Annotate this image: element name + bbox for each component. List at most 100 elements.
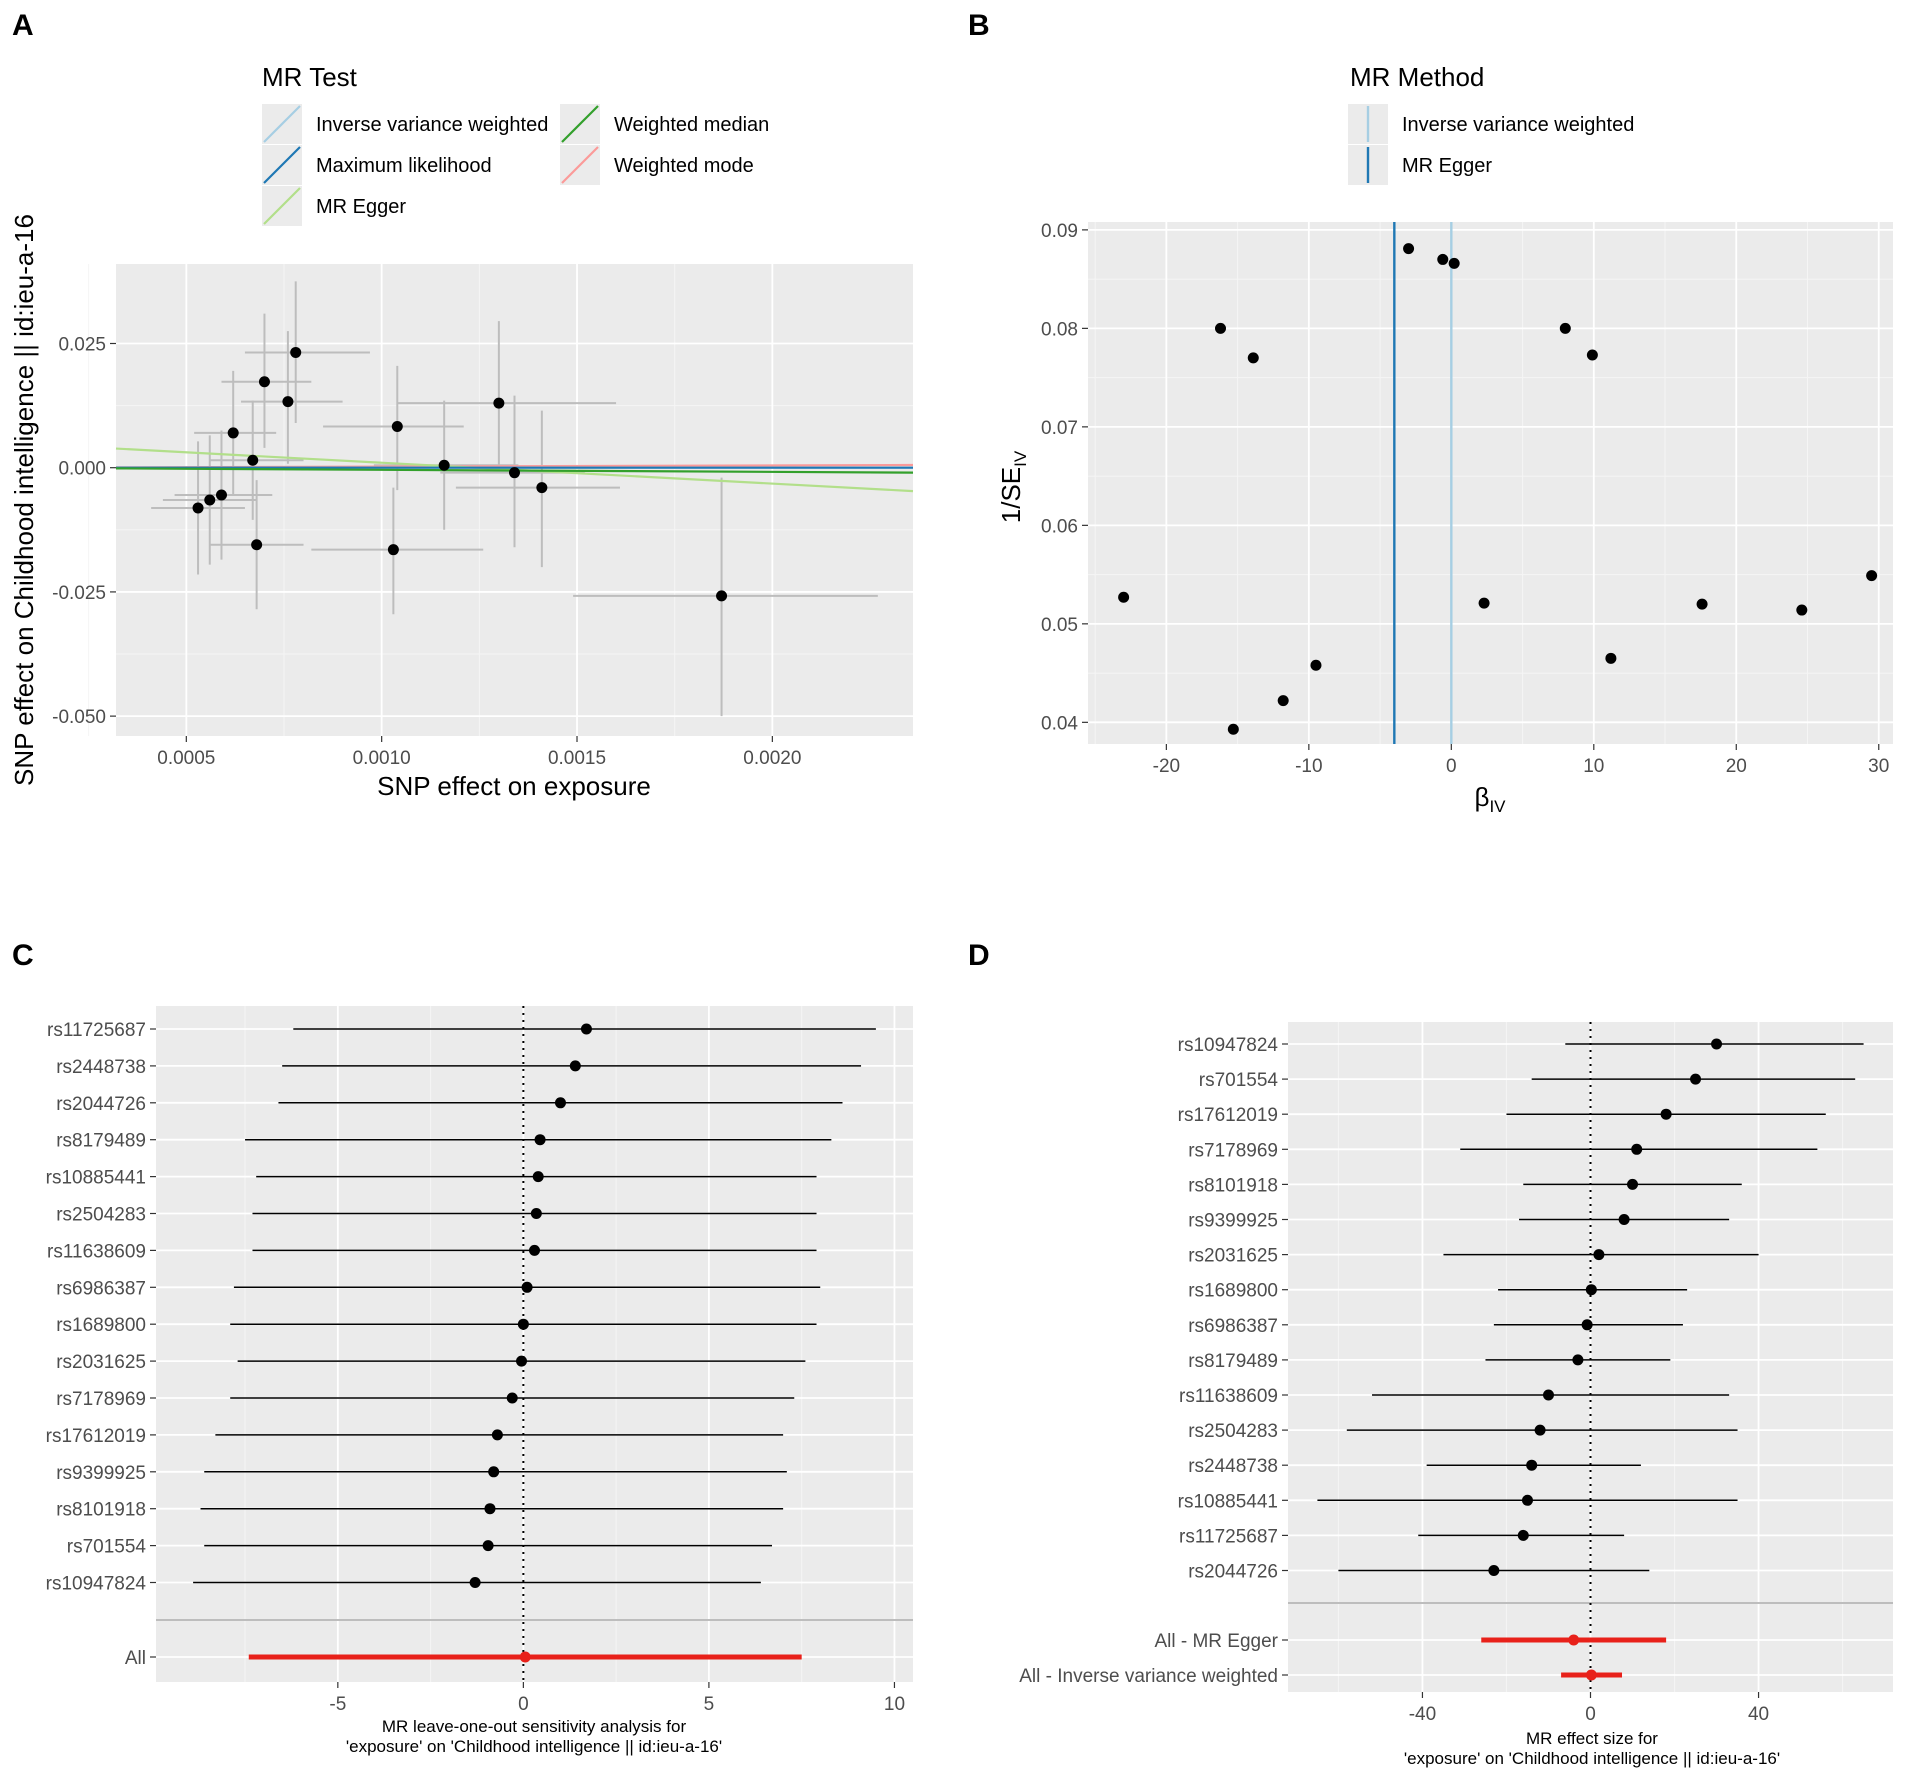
b-data-point xyxy=(1118,591,1130,603)
a-data-point xyxy=(493,397,505,409)
d-row-label: rs9399925 xyxy=(1188,1211,1278,1232)
a-data-point xyxy=(258,376,270,388)
a-y-tick-label: 0.025 xyxy=(58,334,106,355)
c-estimate-point xyxy=(532,1171,544,1183)
panel-c-plot-bg xyxy=(156,1006,913,1682)
a-legend-key-line xyxy=(263,187,301,225)
d-estimate-point xyxy=(1618,1214,1630,1225)
panel-a-x-axis-label: SNP effect on exposure xyxy=(377,771,651,801)
panel-c: C -5 0 5 10 rs11725687 rs2448738 rs2044726 rs81… xyxy=(12,939,913,1756)
a-data-point xyxy=(509,467,520,479)
a-legend-key-line xyxy=(561,146,599,184)
c-estimate-point xyxy=(469,1577,481,1588)
panel-c-forest-rows xyxy=(193,1023,876,1663)
panel-a-legend-title: MR Test xyxy=(262,62,358,92)
c-row-label: rs2031625 xyxy=(56,1352,146,1373)
c-estimate-point xyxy=(580,1023,592,1035)
d-estimate-point xyxy=(1660,1108,1672,1120)
a-y-tick-label: 0.000 xyxy=(58,459,106,480)
c-row-label: rs2504283 xyxy=(56,1205,146,1226)
d-estimate-point xyxy=(1627,1178,1639,1190)
d-estimate-point xyxy=(1521,1494,1533,1506)
a-legend-label: Maximum likelihood xyxy=(316,155,492,177)
a-y-tick-label: -0.025 xyxy=(52,583,106,604)
c-row-label: rs1689800 xyxy=(56,1315,146,1336)
d-row-label: rs10947824 xyxy=(1178,1035,1279,1056)
panel-b-y-axis-label-sub: IV xyxy=(1011,450,1030,467)
d-row-label: rs11638609 xyxy=(1179,1386,1278,1407)
b-data-point xyxy=(1696,598,1708,610)
panel-b-letter: B xyxy=(968,9,990,42)
d-estimate-point xyxy=(1631,1143,1643,1155)
d-row-label: rs6986387 xyxy=(1188,1316,1278,1337)
b-data-point xyxy=(1559,322,1571,334)
c-row-label: rs6986387 xyxy=(56,1278,146,1299)
panel-d-ticks: -40 0 40 rs10947824 rs701554 rs17612019 rs7178… xyxy=(1019,1035,1769,1725)
panel-a-y-axis-label: SNP effect on Childhood intelligence || … xyxy=(9,214,39,786)
b-x-tick-label: 30 xyxy=(1868,756,1889,777)
b-legend-label: MR Egger xyxy=(1402,155,1492,177)
panel-d-forest-rows xyxy=(1317,1038,1864,1681)
a-data-point xyxy=(251,539,263,551)
panel-b-y-axis-label: 1/SEIV xyxy=(996,450,1030,523)
a-data-point xyxy=(536,482,548,494)
panel-a-letter: A xyxy=(12,9,34,42)
b-data-point xyxy=(1227,723,1239,735)
a-data-point xyxy=(227,427,239,439)
panel-a-legend: Inverse variance weighted Maximum likelih… xyxy=(262,104,769,226)
panel-d: D -40 0 40 rs10947824 rs701554 rs17612019 rs71… xyxy=(968,939,1893,1768)
panel-b-x-axis-label-sub: IV xyxy=(1489,797,1506,816)
c-summary-label: All xyxy=(125,1648,146,1669)
c-row-label: rs11725687 xyxy=(47,1020,146,1041)
d-row-label: rs2031625 xyxy=(1188,1246,1278,1267)
c-estimate-point xyxy=(516,1355,528,1367)
a-data-point xyxy=(192,502,204,514)
c-estimate-point xyxy=(554,1097,566,1109)
d-estimate-point xyxy=(1581,1319,1593,1331)
b-x-tick-label: -10 xyxy=(1295,756,1322,777)
d-estimate-point xyxy=(1585,1284,1597,1296)
d-summary-label: All - Inverse variance weighted xyxy=(1019,1666,1278,1687)
c-x-tick-label: 10 xyxy=(884,1694,905,1715)
a-y-tick-label: -0.050 xyxy=(52,707,106,728)
panel-d-letter: D xyxy=(968,939,990,972)
a-x-tick-label: 0.0015 xyxy=(548,748,606,769)
d-x-tick-label: -40 xyxy=(1409,1704,1436,1725)
b-y-tick-label: 0.09 xyxy=(1041,221,1078,242)
a-data-point xyxy=(215,489,227,501)
a-data-point xyxy=(438,459,450,471)
d-estimate-point xyxy=(1572,1354,1584,1366)
d-estimate-point xyxy=(1690,1073,1702,1085)
b-y-tick-label: 0.07 xyxy=(1041,418,1078,439)
d-row-label: rs8179489 xyxy=(1188,1351,1278,1372)
c-x-tick-label: 0 xyxy=(518,1694,529,1715)
b-data-point xyxy=(1277,695,1289,707)
c-estimate-point xyxy=(482,1540,494,1552)
panel-b-x-axis-label: βIV xyxy=(1474,782,1506,816)
b-data-point xyxy=(1866,570,1878,582)
d-row-label: rs11725687 xyxy=(1179,1526,1278,1547)
panel-b-gridlines xyxy=(1088,222,1893,744)
c-row-label: rs2044726 xyxy=(56,1094,146,1115)
panel-a: A MR Test Inverse variance weighted Maxim… xyxy=(9,9,914,801)
c-estimate-point xyxy=(534,1134,546,1146)
b-data-point xyxy=(1215,322,1227,334)
c-row-label: rs2448738 xyxy=(56,1057,146,1078)
a-data-point xyxy=(387,544,399,556)
c-estimate-point xyxy=(488,1466,500,1478)
c-row-label: rs701554 xyxy=(67,1537,147,1558)
b-x-tick-label: 10 xyxy=(1583,756,1604,777)
a-data-point xyxy=(391,420,403,432)
b-legend-label: Inverse variance weighted xyxy=(1402,114,1634,136)
c-row-label: rs11638609 xyxy=(47,1241,146,1262)
a-legend-label: Weighted median xyxy=(614,114,769,136)
a-legend-label: Inverse variance weighted xyxy=(316,114,548,136)
a-data-point xyxy=(716,590,728,602)
d-row-label: rs2504283 xyxy=(1188,1421,1278,1442)
d-summary-point xyxy=(1568,1634,1580,1646)
b-data-point xyxy=(1403,243,1415,255)
c-row-label: rs17612019 xyxy=(46,1426,146,1447)
c-estimate-point xyxy=(484,1503,496,1515)
a-legend-label: MR Egger xyxy=(316,196,406,218)
b-data-point xyxy=(1448,257,1460,269)
